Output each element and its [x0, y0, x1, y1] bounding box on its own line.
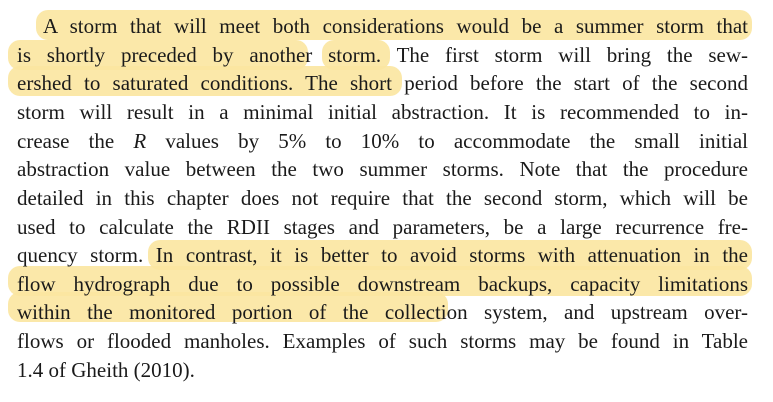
paragraph-line: flow hydrograph due to possible downstre…: [17, 272, 748, 296]
paragraph-line: A storm that will meet both consideratio…: [43, 14, 748, 38]
paragraph-line: 1.4 of Gheith (2010).: [17, 358, 195, 382]
paragraph-line: abstraction value between the two summer…: [17, 157, 748, 181]
highlight-mark: [148, 240, 752, 270]
highlight-mark: [322, 40, 390, 70]
paragraph-line: quency storm. In contrast, it is better …: [17, 243, 748, 267]
paragraph-line: crease the R values by 5% to 10% to acco…: [17, 129, 748, 153]
highlight-mark: [8, 40, 308, 70]
highlight-mark: [8, 266, 752, 296]
highlight-mark: [36, 10, 752, 40]
highlight-mark: [8, 292, 448, 322]
paragraph-line: detailed in this chapter does not requir…: [17, 186, 748, 210]
variable-r: R: [133, 129, 147, 153]
paragraph-line: is shortly preceded by another storm. Th…: [17, 43, 748, 67]
paragraph-line: used to calculate the RDII stages and pa…: [17, 215, 748, 239]
paragraph-line: storm will result in a minimal initial a…: [17, 100, 748, 124]
paragraph-line: flows or flooded manholes. Examples of s…: [17, 329, 748, 353]
paragraph-line: within the monitored portion of the coll…: [17, 300, 748, 324]
paragraph-line: ershed to saturated conditions. The shor…: [17, 71, 748, 95]
highlight-mark: [8, 66, 402, 96]
